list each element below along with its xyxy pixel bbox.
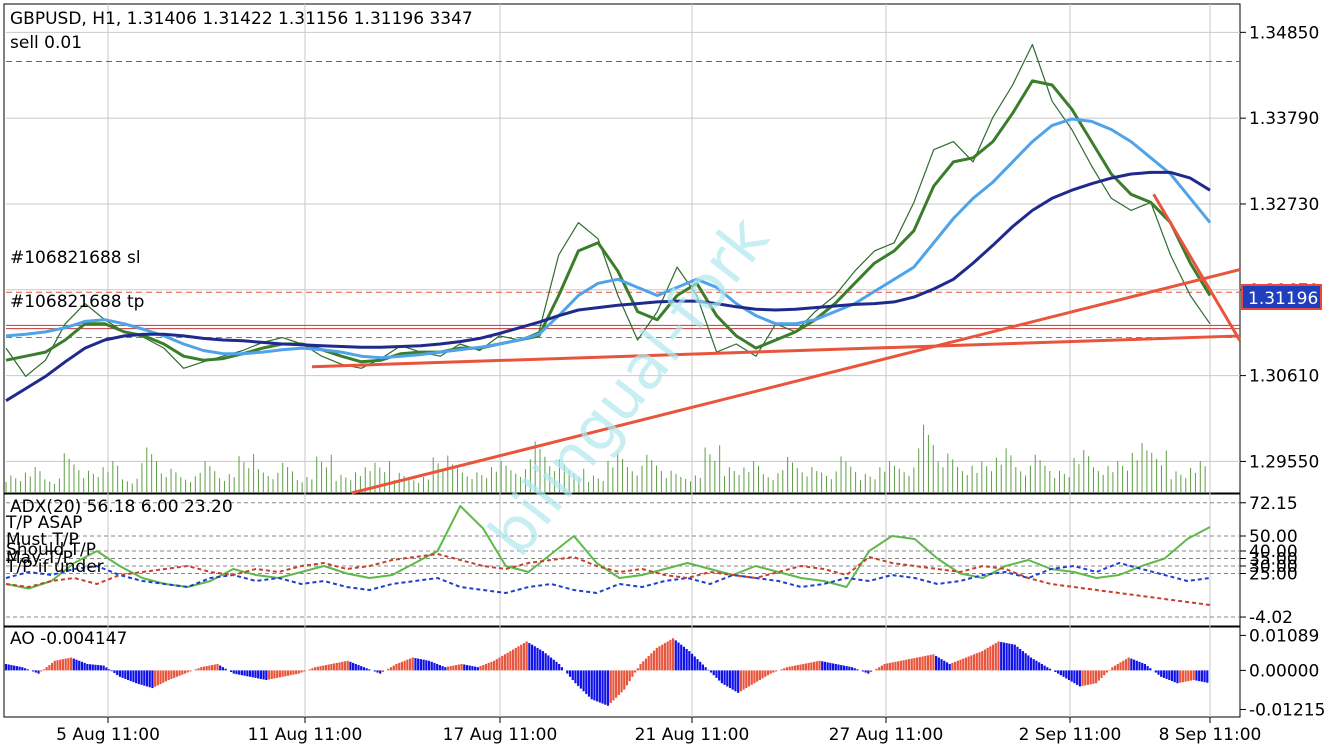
x-tick-label: 17 Aug 11:00: [443, 725, 558, 745]
y-tick-label: -0.01215: [1249, 700, 1325, 720]
x-tick-label: 11 Aug 11:00: [248, 725, 363, 745]
order-lines: [6, 60, 1240, 339]
y-tick-label: 1.32730: [1249, 195, 1319, 215]
axis-labels: 5 Aug 11:00 11 Aug 11:00 17 Aug 11:00 21 Au…: [56, 23, 1325, 745]
level-label-may-tp: May T/P: [6, 548, 73, 568]
y-tick-label: 40.00: [1249, 542, 1298, 562]
adx-plot-frame: [3, 493, 1241, 627]
y-tick-label: 1.34850: [1249, 23, 1319, 43]
y-tick-label: 50.00: [1249, 527, 1298, 547]
y-tick-label: 1.33790: [1249, 109, 1319, 129]
current-price-label: 1.31196: [1248, 289, 1318, 309]
ao-histogram: [4, 638, 1209, 706]
grid: [6, 4, 1240, 717]
current-price-box: [1241, 284, 1322, 310]
trendline: [351, 268, 1241, 495]
y-tick-label: -4.02: [1249, 608, 1293, 628]
moving-averages: [5, 79, 1212, 402]
y-tick-label: 1.30610: [1249, 367, 1319, 387]
level-label-must-tp: Must T/P: [6, 530, 79, 550]
level-label-tp-if-under: T/P if under: [5, 557, 104, 577]
trendline: [1152, 193, 1242, 342]
chart-title: GBPUSD, H1, 1.31406 1.31422 1.31156 1.31…: [10, 9, 473, 29]
ma-line: [5, 170, 1211, 402]
y-tick-label: 72.15: [1249, 494, 1298, 514]
y-tick-label: 35.00: [1249, 550, 1298, 570]
tp-label: #106821688 tp: [10, 292, 144, 312]
x-tick-label: 5 Aug 11:00: [56, 725, 160, 745]
adx-line: [5, 553, 1211, 606]
ma-line: [5, 117, 1212, 360]
trendline: [311, 334, 1241, 369]
adx-line: [5, 562, 1211, 594]
x-tick-label: 8 Sep 11:00: [1159, 725, 1262, 745]
sl-label: #106821688 sl: [10, 248, 141, 268]
level-label-should-tp: Should T/P: [6, 540, 96, 560]
adx-series: [5, 505, 1211, 606]
y-tick-label: 0.01089: [1249, 626, 1319, 646]
adx-line: [5, 505, 1211, 590]
trendlines[interactable]: [311, 193, 1242, 495]
volume-bars: [5, 424, 1206, 493]
x-tick-label: 21 Aug 11:00: [635, 725, 750, 745]
level-label-tp-asap: T/P ASAP: [5, 513, 82, 533]
ma-line: [5, 79, 1212, 364]
y-tick-label: 25.00: [1249, 565, 1298, 585]
ao-legend: AO -0.004147: [10, 629, 127, 649]
main-plot-frame: [3, 3, 1241, 494]
y-tick-label: 1.29550: [1249, 452, 1319, 472]
y-tick-label: 30.00: [1249, 557, 1298, 577]
x-tick-label: 27 Aug 11:00: [829, 725, 944, 745]
adx-legend: ADX(20) 56.18 6.00 23.20: [10, 497, 233, 517]
y-tick-label: 0.00000: [1249, 661, 1319, 681]
order-label: sell 0.01: [10, 33, 82, 53]
x-tick-label: 2 Sep 11:00: [1019, 725, 1122, 745]
